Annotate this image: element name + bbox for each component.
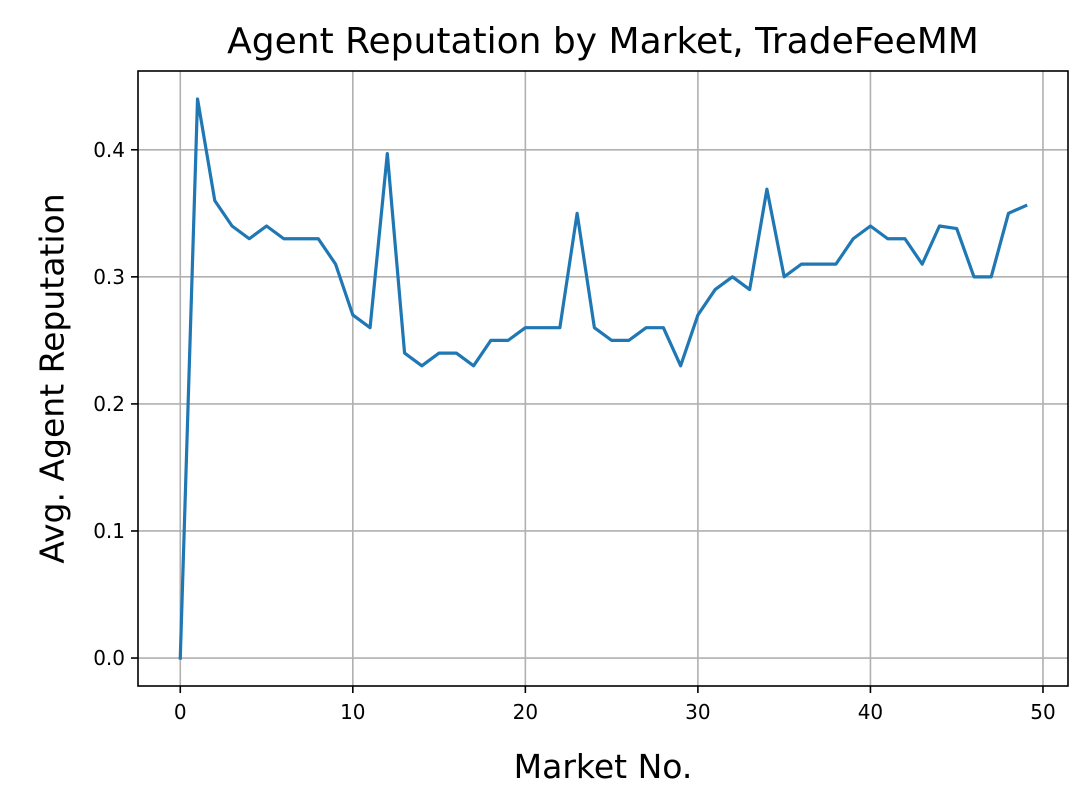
y-tick-label: 0.0: [93, 646, 125, 670]
grid-lines: [138, 71, 1068, 686]
y-axis-ticks: 0.0 0.1 0.2 0.3 0.4: [93, 138, 138, 670]
x-axis-ticks: 0 10 20 30 40 50: [174, 686, 1056, 724]
y-tick-label: 0.3: [93, 265, 125, 289]
x-tick-label: 40: [858, 700, 883, 724]
x-tick-label: 20: [513, 700, 538, 724]
y-tick-label: 0.4: [93, 138, 125, 162]
series-line: [178, 97, 1028, 660]
x-tick-label: 10: [340, 700, 365, 724]
x-tick-label: 50: [1030, 700, 1055, 724]
series-layer: [178, 97, 1028, 660]
chart-title: Agent Reputation by Market, TradeFeeMM: [227, 21, 979, 62]
plot-frame: [137, 70, 1069, 687]
x-axis-label: Market No.: [514, 747, 693, 786]
y-axis-label: Avg. Agent Reputation: [33, 193, 72, 563]
y-tick-label: 0.2: [93, 392, 125, 416]
x-tick-label: 0: [174, 700, 187, 724]
y-tick-label: 0.1: [93, 519, 125, 543]
x-tick-label: 30: [685, 700, 710, 724]
